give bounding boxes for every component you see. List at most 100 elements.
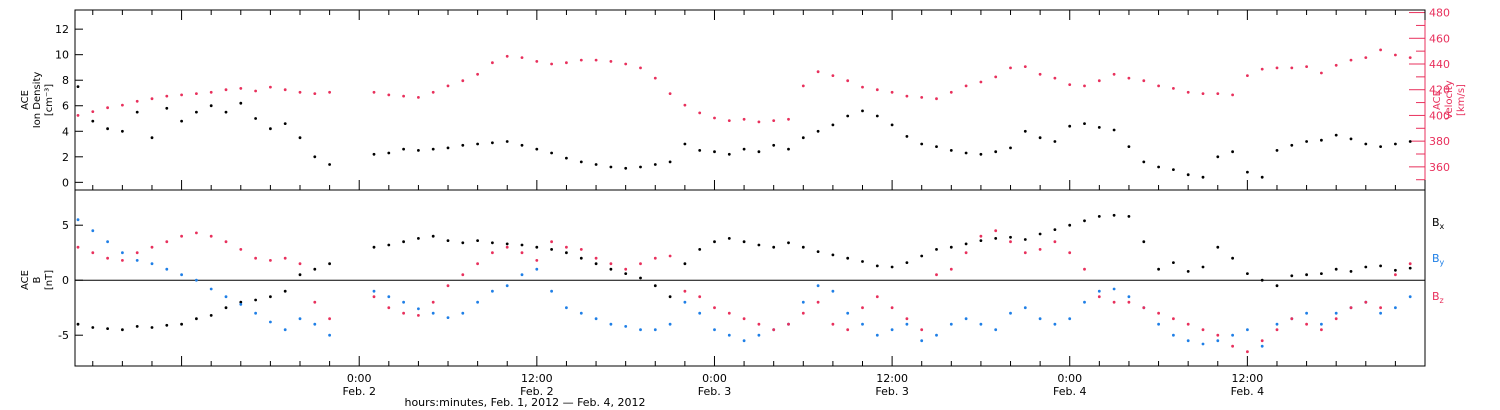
bx-point [1068, 223, 1072, 227]
bz-point [1305, 322, 1308, 326]
ion-density-point [890, 123, 894, 127]
ion-density-point [698, 149, 702, 152]
bx-point [683, 262, 687, 266]
bx-point [1408, 266, 1412, 270]
velocity-point [920, 96, 924, 99]
x-tick-date-label: Feb. 3 [698, 385, 731, 398]
by-point [816, 284, 820, 288]
velocity-point [491, 61, 494, 65]
by-point [905, 322, 909, 326]
top-right-tick-label: 440 [1429, 58, 1450, 71]
by-point [269, 320, 272, 324]
x-tick-date-label: Feb. 4 [1053, 385, 1086, 398]
velocity-point [1023, 65, 1027, 68]
velocity-point [668, 92, 672, 95]
bx-point [979, 239, 983, 243]
bz-point [224, 240, 228, 244]
bx-point [417, 237, 420, 240]
ion-density-point [1334, 133, 1338, 137]
velocity-point [1201, 92, 1205, 95]
velocity-point [1157, 84, 1160, 88]
velocity-point [1009, 66, 1012, 70]
bz-point [476, 262, 479, 266]
by-point [165, 267, 169, 271]
bx-point [209, 314, 213, 317]
velocity-point [535, 60, 539, 63]
bx-point [668, 295, 672, 299]
velocity-point [402, 94, 405, 98]
ion-density-point [949, 149, 953, 152]
ion-density-point [121, 129, 124, 133]
bx-point [106, 327, 109, 330]
velocity-point [801, 84, 805, 88]
velocity-point [505, 54, 509, 58]
bx-point [76, 322, 80, 326]
ion-density-point [135, 110, 139, 114]
top-right-axis-title-line3: [km/s] [1456, 84, 1467, 116]
bz-point [91, 251, 95, 255]
velocity-point [1172, 87, 1175, 90]
ion-density-point [1083, 122, 1086, 125]
ion-density-point [639, 165, 642, 169]
by-point [1201, 342, 1205, 346]
velocity-point [195, 92, 198, 95]
velocity-point [328, 90, 331, 94]
by-point [417, 307, 420, 311]
x-tick-time-label: 12:00 [1232, 372, 1264, 385]
ion-density-point [979, 152, 983, 156]
by-point [861, 322, 864, 326]
bz-point [772, 328, 776, 332]
bx-point [254, 298, 257, 302]
velocity-point [1379, 48, 1382, 52]
by-point [550, 289, 553, 293]
ion-density-point [269, 127, 272, 131]
by-point [1068, 317, 1072, 321]
by-point [1231, 333, 1234, 337]
x-tick-date-label: Feb. 3 [875, 385, 908, 398]
velocity-point [1246, 74, 1249, 77]
x-tick-time-label: 12:00 [876, 372, 908, 385]
bz-point [550, 240, 553, 244]
bx-point [402, 240, 405, 244]
bz-point [713, 306, 716, 310]
bx-point [1097, 215, 1101, 218]
bz-point [417, 314, 420, 317]
velocity-point [1068, 83, 1072, 86]
bx-point [1142, 240, 1146, 244]
bz-point [653, 256, 657, 260]
bx-point [1053, 228, 1057, 232]
by-point [609, 322, 613, 326]
bz-point [1112, 300, 1116, 304]
bx-point [491, 241, 494, 245]
ion-density-point [239, 101, 243, 105]
top-right-axis-title-line2: Velocity [1444, 80, 1455, 119]
velocity-point [949, 90, 953, 94]
velocity-point [1216, 92, 1220, 95]
by-point [1023, 306, 1027, 310]
by-point [1305, 311, 1308, 315]
velocity-point [431, 90, 435, 94]
velocity-point [757, 120, 761, 124]
by-point [594, 317, 598, 321]
by-point [150, 262, 154, 266]
velocity-point [461, 79, 465, 83]
by-point [964, 317, 968, 321]
top-right-tick-label: 480 [1429, 7, 1450, 20]
bx-point [239, 300, 243, 304]
bz-point [594, 256, 598, 260]
by-point [875, 333, 879, 337]
ion-density-point [757, 150, 761, 154]
bx-point [298, 273, 302, 277]
ion-density-point [964, 151, 968, 155]
by-point [639, 328, 642, 332]
bz-point [1334, 317, 1338, 321]
bx-point [713, 240, 716, 244]
top-right-tick-label: 420 [1429, 84, 1450, 97]
bz-point [165, 240, 169, 244]
bz-point [801, 311, 805, 315]
top-left-tick-label: 0 [62, 176, 69, 189]
bz-point [949, 267, 953, 271]
by-point [431, 311, 435, 315]
by-point [535, 267, 539, 271]
bz-point [209, 234, 213, 238]
